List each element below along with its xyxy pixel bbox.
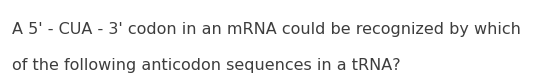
Text: of the following anticodon sequences in a tRNA?: of the following anticodon sequences in … bbox=[12, 58, 401, 73]
Text: A 5' - CUA - 3' codon in an mRNA could be recognized by which: A 5' - CUA - 3' codon in an mRNA could b… bbox=[12, 22, 521, 37]
